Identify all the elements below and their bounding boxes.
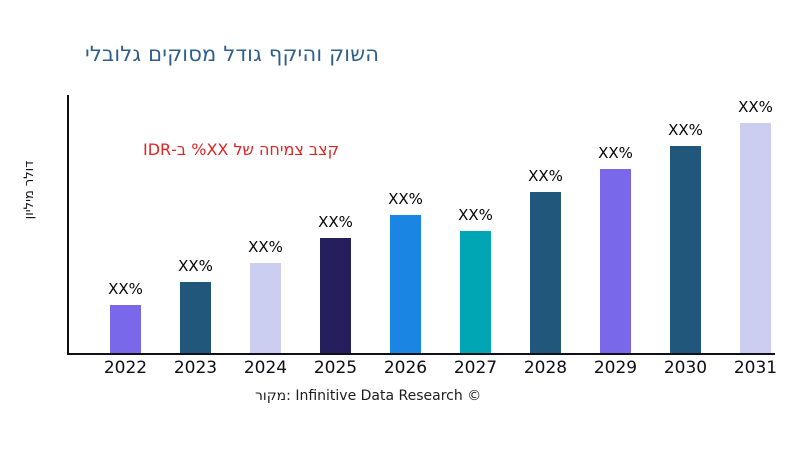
- chart-title: השוק והיקף גודל מסוקים גלובלי: [85, 42, 380, 66]
- x-tick-label-2031: 2031: [733, 358, 778, 378]
- bar-value-label-2025: XX%: [318, 213, 353, 231]
- y-axis-line: [67, 95, 69, 355]
- bar-value-label-2028: XX%: [528, 167, 563, 185]
- source-note: מקור: Infinitive Data Research ©: [255, 388, 482, 404]
- bar-2028: [530, 192, 561, 353]
- bar-value-label-2022: XX%: [108, 280, 143, 298]
- x-tick-label-2030: 2030: [663, 358, 708, 378]
- bar-value-label-2026: XX%: [388, 190, 423, 208]
- bar-2022: [110, 305, 141, 353]
- cagr-annotation: קצב צמיחה של XX% ב-IDR: [142, 140, 339, 159]
- bar-2024: [250, 263, 281, 353]
- bar-value-label-2024: XX%: [248, 238, 283, 256]
- bar-2030: [670, 146, 701, 353]
- x-tick-label-2022: 2022: [103, 358, 148, 378]
- x-tick-label-2029: 2029: [593, 358, 638, 378]
- bar-value-label-2027: XX%: [458, 206, 493, 224]
- x-tick-label-2024: 2024: [243, 358, 288, 378]
- bar-value-label-2031: XX%: [738, 98, 773, 116]
- bar-value-label-2030: XX%: [668, 121, 703, 139]
- bar-2026: [390, 215, 421, 353]
- bar-value-label-2029: XX%: [598, 144, 633, 162]
- bar-2023: [180, 282, 211, 353]
- bar-2027: [460, 231, 491, 353]
- x-tick-label-2023: 2023: [173, 358, 218, 378]
- bar-value-label-2023: XX%: [178, 257, 213, 275]
- bar-2031: [740, 123, 771, 353]
- x-tick-label-2027: 2027: [453, 358, 498, 378]
- x-axis-line: [67, 353, 775, 355]
- x-tick-label-2025: 2025: [313, 358, 358, 378]
- x-tick-label-2028: 2028: [523, 358, 568, 378]
- bar-2025: [320, 238, 351, 353]
- bar-2029: [600, 169, 631, 353]
- x-tick-label-2026: 2026: [383, 358, 428, 378]
